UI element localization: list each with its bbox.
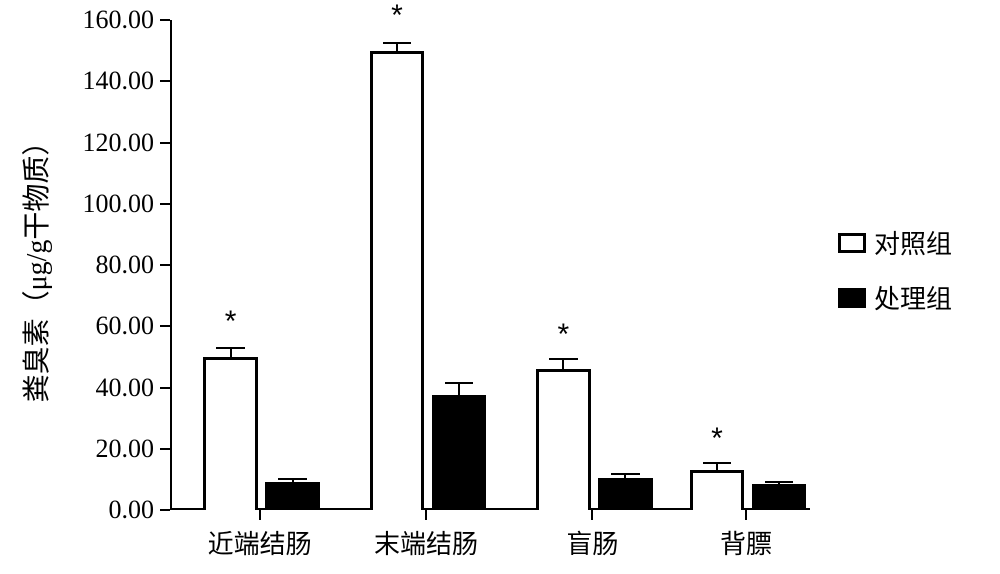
y-tick-mark (160, 203, 170, 205)
error-bar-cap (549, 358, 578, 360)
x-tick-label: 盲肠 (566, 524, 618, 561)
y-tick-mark (160, 387, 170, 389)
y-tick-label: 100.00 (0, 189, 154, 219)
y-tick-label: 0.00 (0, 495, 154, 525)
error-bar-stem (458, 383, 460, 395)
y-tick-label: 80.00 (0, 250, 154, 280)
x-tick-mark (259, 510, 261, 520)
x-tick-label: 背膘 (720, 524, 772, 561)
bar-treatment (598, 478, 652, 510)
legend-swatch-control (838, 233, 866, 253)
significance-marker: * (711, 422, 723, 456)
bar-control (203, 357, 257, 510)
x-tick-mark (425, 510, 427, 520)
error-bar-cap (703, 462, 732, 464)
y-tick-mark (160, 448, 170, 450)
x-tick-label: 末端结肠 (374, 524, 478, 561)
y-tick-label: 60.00 (0, 311, 154, 341)
error-bar-stem (562, 359, 564, 369)
bar-treatment (265, 482, 319, 510)
bar-control (370, 51, 424, 510)
y-tick-mark (160, 509, 170, 511)
y-tick-label: 40.00 (0, 373, 154, 403)
plot-area: **** (170, 20, 810, 510)
y-tick-mark (160, 19, 170, 21)
legend-item-control: 对照组 (838, 224, 952, 261)
x-tick-mark (591, 510, 593, 520)
significance-marker: * (558, 318, 570, 352)
error-bar-cap (445, 382, 474, 384)
bar-control (536, 369, 590, 510)
chart-container: 粪臭素（μg/g干物质） **** 对照组 处理组 0.0020.0040.00… (0, 0, 1000, 574)
y-tick-label: 160.00 (0, 5, 154, 35)
legend-label-treatment: 处理组 (874, 279, 952, 316)
error-bar-cap (278, 478, 307, 480)
x-tick-mark (745, 510, 747, 520)
legend-swatch-treatment (838, 288, 866, 308)
error-bar-cap (383, 42, 412, 44)
error-bar-stem (396, 43, 398, 51)
legend-label-control: 对照组 (874, 224, 952, 261)
bar-control (690, 470, 744, 510)
bar-treatment (432, 395, 486, 510)
y-tick-mark (160, 264, 170, 266)
y-tick-mark (160, 80, 170, 82)
y-tick-label: 140.00 (0, 66, 154, 96)
error-bar-stem (716, 463, 718, 470)
error-bar-cap (216, 347, 245, 349)
y-tick-label: 120.00 (0, 128, 154, 158)
y-tick-mark (160, 325, 170, 327)
y-tick-label: 20.00 (0, 434, 154, 464)
significance-marker: * (225, 305, 237, 339)
legend-item-treatment: 处理组 (838, 279, 952, 316)
significance-marker: * (391, 0, 403, 33)
y-tick-mark (160, 142, 170, 144)
x-tick-label: 近端结肠 (208, 524, 312, 561)
bar-treatment (752, 484, 806, 510)
error-bar-cap (765, 481, 794, 483)
legend: 对照组 处理组 (838, 224, 952, 334)
error-bar-cap (611, 473, 640, 475)
error-bar-stem (230, 348, 232, 357)
